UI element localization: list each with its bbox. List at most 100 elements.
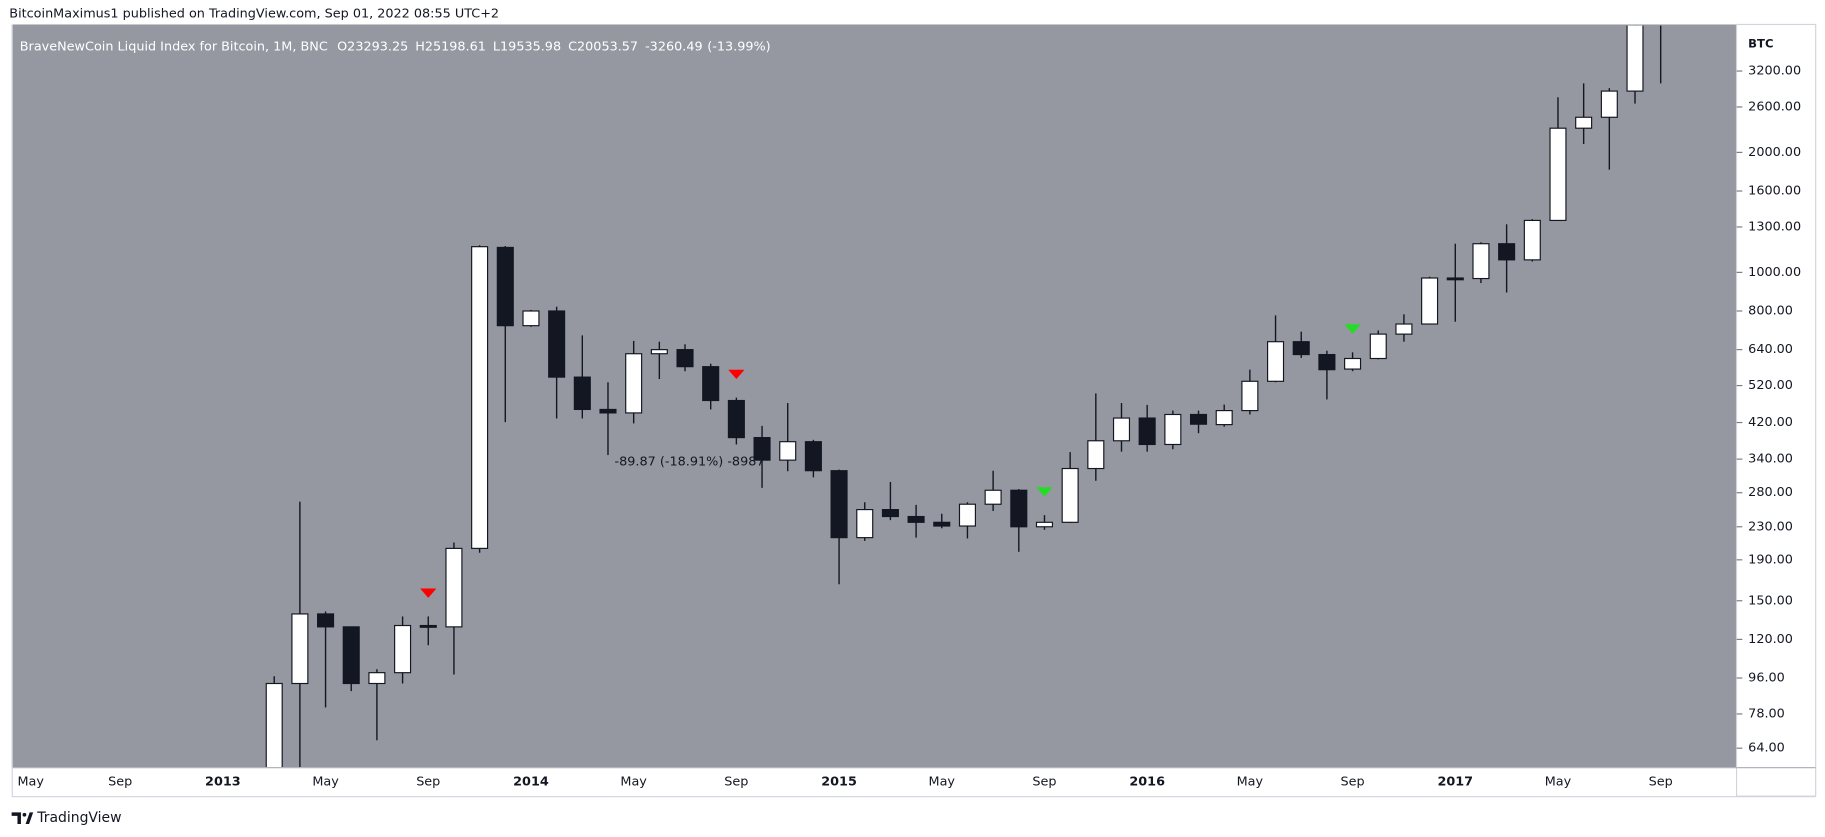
candle-body <box>1523 219 1541 261</box>
logo-part <box>11 812 21 825</box>
candle-body <box>650 349 668 355</box>
candle-body <box>291 613 309 685</box>
x-tick-label: 2014 <box>513 775 549 790</box>
candle-body <box>368 672 386 685</box>
signal-marker <box>1036 487 1053 497</box>
signal-marker <box>1344 324 1361 334</box>
x-tick-label: 2017 <box>1437 775 1473 790</box>
candle-body <box>342 626 360 685</box>
candle-body <box>1369 333 1387 360</box>
candle-body <box>984 489 1002 505</box>
footer-logo <box>11 812 34 825</box>
x-tick-label: May <box>1545 775 1572 790</box>
candle-body <box>1626 25 1644 92</box>
candle-body <box>933 521 951 527</box>
candle-body <box>1010 489 1028 528</box>
legend-change: -3260.49 <box>645 39 703 54</box>
y-tick-label: 340.00 <box>1748 452 1793 467</box>
y-tick-label: 800.00 <box>1748 303 1793 318</box>
x-tick-label: May <box>17 775 44 790</box>
y-tick-label: 1300.00 <box>1748 219 1801 234</box>
candle-body <box>1267 341 1285 382</box>
x-tick-label: 2016 <box>1129 775 1165 790</box>
candle-body <box>1215 410 1233 426</box>
candle-body <box>881 509 899 518</box>
x-tick-label: 2013 <box>205 775 241 790</box>
legend-value: 20053.57 <box>577 39 638 54</box>
logo-part <box>25 812 34 825</box>
candle-body <box>1164 413 1182 446</box>
candle-body <box>1600 90 1618 118</box>
candle-body <box>471 246 489 549</box>
legend-value: 19535.98 <box>500 39 561 54</box>
price-axis <box>1735 23 1817 797</box>
y-tick-label: 96.00 <box>1748 671 1785 686</box>
logo-part <box>22 812 27 817</box>
legend-value: 25198.61 <box>425 39 486 54</box>
candle-body <box>265 682 283 768</box>
x-tick-label: Sep <box>108 775 132 790</box>
candle-body <box>599 408 617 414</box>
y-tick-label: 520.00 <box>1748 378 1793 393</box>
candle-body <box>496 246 514 327</box>
legend-key: C <box>568 39 577 54</box>
candle-body <box>676 349 694 368</box>
y-tick-label: 150.00 <box>1748 593 1793 608</box>
y-tick-label: 120.00 <box>1748 632 1793 647</box>
candle-body <box>522 310 540 327</box>
y-tick-label: 1000.00 <box>1748 265 1801 280</box>
x-tick-label: May <box>1237 775 1264 790</box>
candle-body <box>1446 277 1464 281</box>
x-tick-label: 2015 <box>821 775 857 790</box>
x-tick-label: May <box>929 775 956 790</box>
candle-body <box>1061 467 1079 523</box>
footer-brand: TradingView <box>36 810 121 826</box>
legend-key: O <box>337 39 347 54</box>
candle-body <box>1395 323 1413 335</box>
y-tick-label: 1600.00 <box>1748 184 1801 199</box>
candle-body <box>804 441 822 472</box>
candles <box>265 4 1669 768</box>
candle-body <box>625 353 643 414</box>
x-tick-label: May <box>620 775 647 790</box>
legend: BraveNewCoin Liquid Index for Bitcoin, 1… <box>20 39 771 54</box>
candle-body <box>1138 417 1156 446</box>
x-tick-label: Sep <box>1032 775 1056 790</box>
y-tick-label: 230.00 <box>1748 519 1793 534</box>
candle-body <box>1472 243 1490 280</box>
candle-body <box>1653 4 1669 18</box>
y-tick-label: 420.00 <box>1748 415 1793 430</box>
candle-body <box>1087 440 1105 470</box>
candle-body <box>1035 521 1054 528</box>
x-tick-label: May <box>312 775 339 790</box>
candle-body <box>1292 341 1310 356</box>
candle-body <box>727 399 745 439</box>
y-tick-label: 2600.00 <box>1748 99 1801 114</box>
y-tick-label: 280.00 <box>1748 485 1793 500</box>
y-tick-label: 2000.00 <box>1748 145 1801 160</box>
candle-body <box>419 624 437 628</box>
x-tick-label: Sep <box>1649 775 1673 790</box>
candle-body <box>958 503 976 527</box>
candle-body <box>548 310 566 378</box>
y-tick-label: 78.00 <box>1748 706 1785 721</box>
publish-header: BitcoinMaximus1 published on TradingView… <box>9 6 499 21</box>
candle-body <box>573 376 591 411</box>
legend-value: 23293.25 <box>347 39 408 54</box>
candle-body <box>394 624 412 674</box>
candle-body <box>445 547 463 628</box>
y-tick-label: 640.00 <box>1748 342 1793 357</box>
y-tick-label: 3200.00 <box>1748 64 1801 79</box>
candle-body <box>1344 357 1362 370</box>
candle-body <box>1241 380 1259 412</box>
legend-key: L <box>493 39 501 54</box>
candle-body <box>753 437 771 461</box>
candle-body <box>1421 277 1439 325</box>
y-tick-label: 64.00 <box>1748 741 1785 756</box>
legend-change-pct: (-13.99%) <box>707 39 770 54</box>
candle-body <box>1549 127 1567 222</box>
signal-marker <box>728 369 745 380</box>
x-tick-label: Sep <box>724 775 748 790</box>
